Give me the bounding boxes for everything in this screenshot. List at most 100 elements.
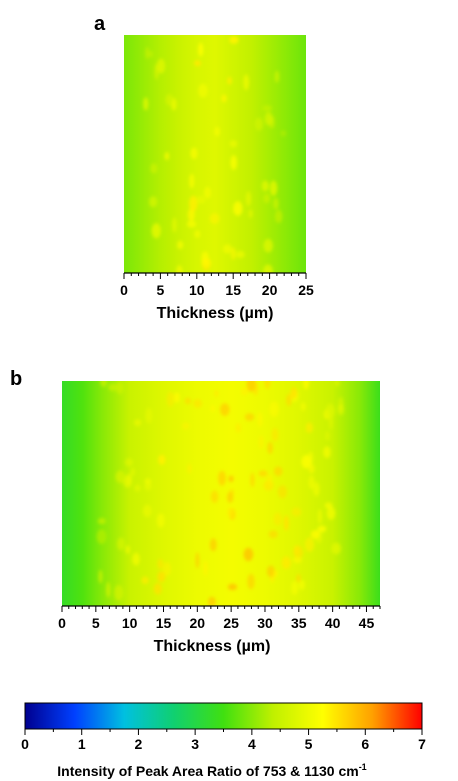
heatmap-spot [243, 547, 254, 562]
heatmap-spot [125, 545, 131, 554]
heatmap-spot [308, 451, 314, 464]
heatmap-spot [334, 381, 340, 387]
heatmap-spot [98, 569, 103, 584]
colorbar-tick-label: 1 [78, 736, 86, 752]
heatmap-spot [177, 240, 184, 250]
heatmap-spot [240, 387, 249, 396]
heatmap-spot [230, 155, 237, 170]
heatmap-spot [290, 386, 298, 399]
heatmap-spot [245, 191, 252, 207]
heatmap-spot [274, 70, 280, 83]
heatmap-spot [100, 381, 108, 387]
heatmap-spot [293, 545, 304, 559]
panel-b-label: b [10, 368, 22, 390]
heatmap-spot [209, 213, 220, 225]
heatmap-spot [250, 472, 255, 488]
x-tick-label: 0 [120, 282, 128, 298]
heatmap-spot [230, 247, 236, 260]
heatmap-spot [141, 576, 149, 585]
colorbar: 0 1 2 3 4 5 6 7 Intensity of Peak Area Ratio of… [21, 702, 426, 779]
heatmap-spot [244, 413, 255, 421]
x-tick-label: 30 [257, 615, 273, 631]
colorbar-tick-label: 2 [135, 736, 143, 752]
heatmap-spot [298, 580, 305, 590]
heatmap-spot [227, 76, 232, 85]
colorbar-tick-label: 6 [361, 736, 369, 752]
heatmap-spot [195, 552, 200, 569]
heatmap-spot [144, 483, 152, 491]
heatmap-spot [291, 507, 302, 517]
heatmap-spot [268, 530, 278, 539]
heatmap-spot [153, 583, 162, 595]
heatmap-spot [151, 223, 161, 239]
heatmap-spot [274, 209, 283, 223]
heatmap-spot [317, 525, 327, 533]
heatmap-spot [248, 209, 253, 219]
x-tick-label: 35 [291, 615, 307, 631]
x-tick-label: 40 [325, 615, 341, 631]
heatmap-spot [106, 581, 111, 598]
x-axis-title-a: Thickness (µm) [157, 305, 274, 322]
panel-b: b 0 5 10 15 20 25 30 35 40 45 Thickness (µm) [10, 368, 381, 655]
colorbar-title-text: Intensity of Peak Area Ratio of 753 & 11… [57, 763, 358, 779]
heatmap-spot [157, 571, 166, 583]
x-tick-label: 25 [223, 615, 239, 631]
heatmap-spot [134, 484, 141, 492]
x-tick-label: 15 [156, 615, 172, 631]
heatmap-spot [214, 389, 219, 397]
heatmap-spot [210, 490, 219, 503]
heatmap-spot [286, 394, 292, 407]
heatmap-spot [273, 570, 278, 577]
heatmap-spot [277, 485, 287, 499]
heatmap-spot [313, 482, 320, 497]
heatmap-spot [221, 94, 227, 103]
heatmap-spot [190, 147, 198, 160]
heatmap-spot [269, 401, 279, 418]
heatmap-spot [263, 264, 273, 273]
heatmap-spot [227, 492, 234, 503]
heatmap-spot [317, 509, 322, 524]
heatmap-spot [228, 475, 234, 483]
heatmap-spot [273, 466, 283, 477]
heatmap-spot [194, 60, 202, 67]
heatmap-spot [201, 258, 212, 268]
heatmap-spot [173, 392, 180, 403]
heatmap-spot [227, 507, 234, 518]
x-tick-label: 5 [157, 282, 165, 298]
x-tick-label: 45 [359, 615, 375, 631]
x-tick-label: 0 [58, 615, 66, 631]
panel-a: a 0 5 10 15 20 25 Thickness (µm) [94, 13, 314, 322]
heatmap-spot [162, 562, 172, 576]
heatmap-spot [158, 454, 166, 465]
heatmap-spot [229, 140, 238, 148]
heatmap-spot [247, 573, 255, 590]
heatmap-spot [176, 265, 183, 273]
heatmap-spot [303, 381, 310, 390]
heatmap-spot [132, 552, 141, 566]
heatmap-spot [305, 422, 313, 434]
heatmap-spot [266, 565, 275, 578]
panel-a-label: a [94, 13, 106, 35]
heatmap-spot [189, 173, 195, 189]
heatmap-spot [214, 126, 221, 137]
colorbar-tick-label: 5 [305, 736, 313, 752]
colorbar-axis: 0 1 2 3 4 5 6 7 [21, 729, 426, 752]
heatmap-spot [116, 381, 124, 395]
heatmap-spot [246, 381, 256, 392]
heatmap-spot [271, 427, 279, 442]
heatmap-spot [134, 419, 142, 427]
heatmap-spot [149, 196, 158, 208]
heatmap-spot [194, 230, 201, 238]
heatmap-spot [261, 180, 269, 192]
heatmap-spot [326, 506, 336, 520]
heatmap-spot [262, 105, 273, 112]
heatmap-spot [218, 470, 226, 486]
x-tick-label: 10 [122, 615, 138, 631]
heatmap-spot [273, 197, 279, 210]
heatmap-spot [193, 399, 203, 408]
heatmap-spot [203, 560, 208, 577]
heatmap-spot [157, 58, 166, 74]
heatmap-spot [258, 470, 268, 477]
heatmap-spot [187, 208, 195, 222]
heatmap-spot [196, 196, 206, 204]
